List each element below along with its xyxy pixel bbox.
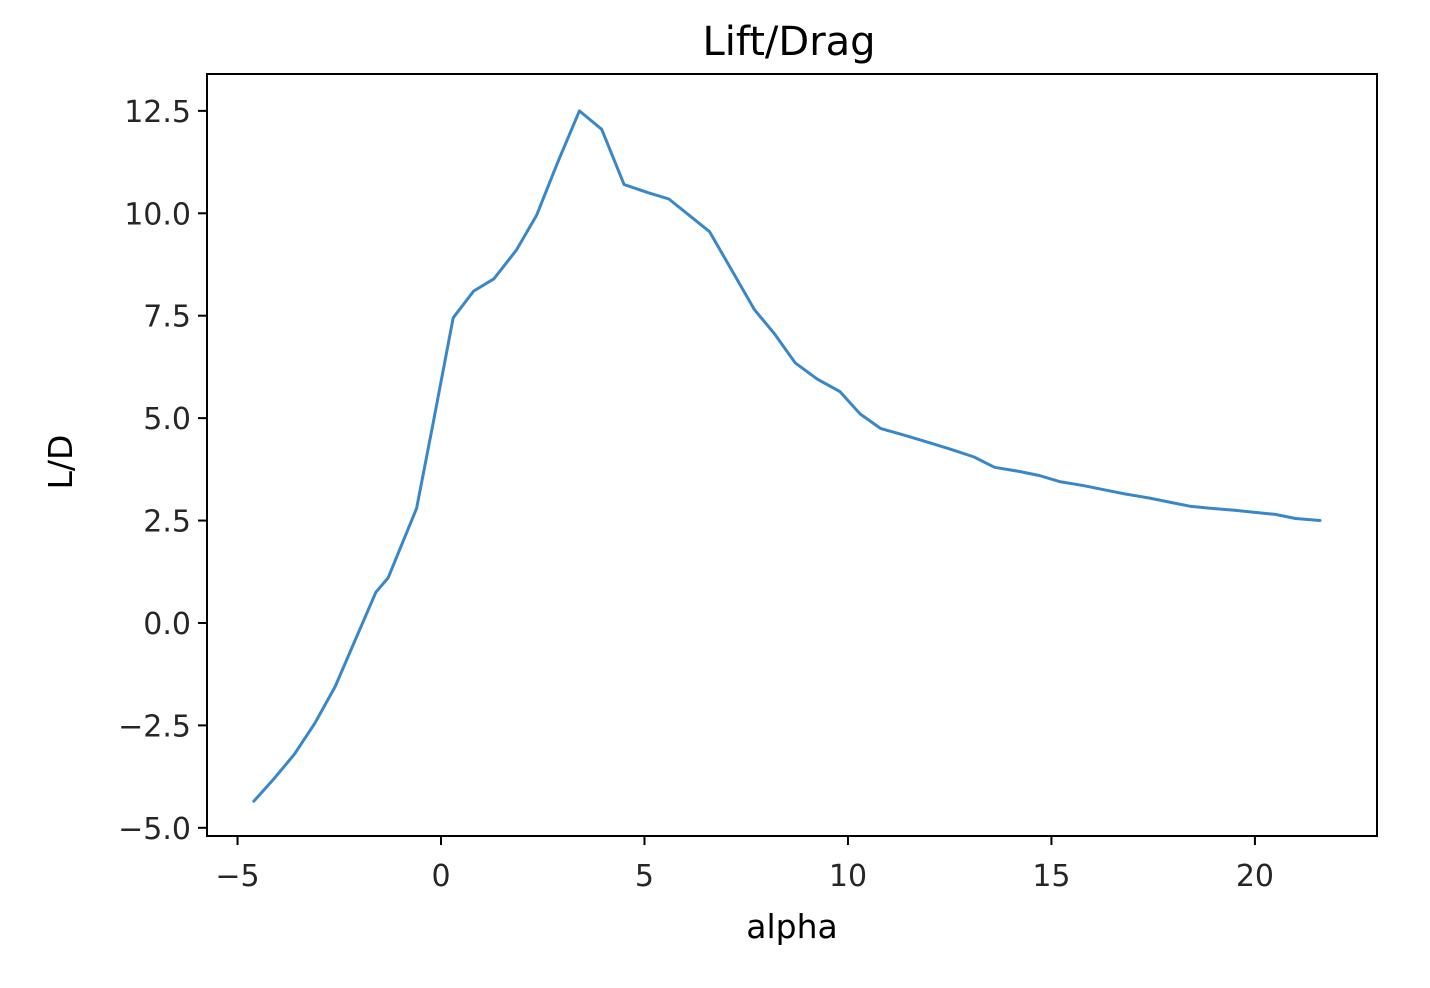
- plot-area: [206, 73, 1378, 837]
- series-layer: [252, 109, 1322, 803]
- y-tick-label: 7.5: [143, 300, 191, 335]
- x-tick-label: −5: [215, 859, 259, 894]
- y-tick-label: 2.5: [143, 505, 191, 540]
- x-tick-label: 10: [829, 859, 867, 894]
- y-tick-label: 5.0: [143, 402, 191, 437]
- y-tick-label: −5.0: [118, 812, 191, 847]
- x-axis: −5 0 5 10 15 20: [215, 836, 1274, 894]
- series-line: [252, 109, 1322, 803]
- y-tick-label: 10.0: [124, 197, 191, 232]
- x-tick-label: 5: [635, 859, 654, 894]
- x-tick-label: 0: [431, 859, 450, 894]
- y-tick-label: 0.0: [143, 607, 191, 642]
- x-tick-label: 20: [1236, 859, 1274, 894]
- x-tick-label: 15: [1032, 859, 1070, 894]
- y-axis-label: L/D: [41, 435, 80, 490]
- y-tick-label: −2.5: [118, 709, 191, 744]
- plot-frame: [206, 73, 1378, 837]
- x-axis-label: alpha: [746, 907, 837, 946]
- y-axis: −5.0 −2.5 0.0 2.5 5.0 7.5 10.0 12.5: [118, 95, 207, 847]
- chart-title: Lift/Drag: [702, 19, 875, 65]
- y-tick-label: 12.5: [124, 95, 191, 130]
